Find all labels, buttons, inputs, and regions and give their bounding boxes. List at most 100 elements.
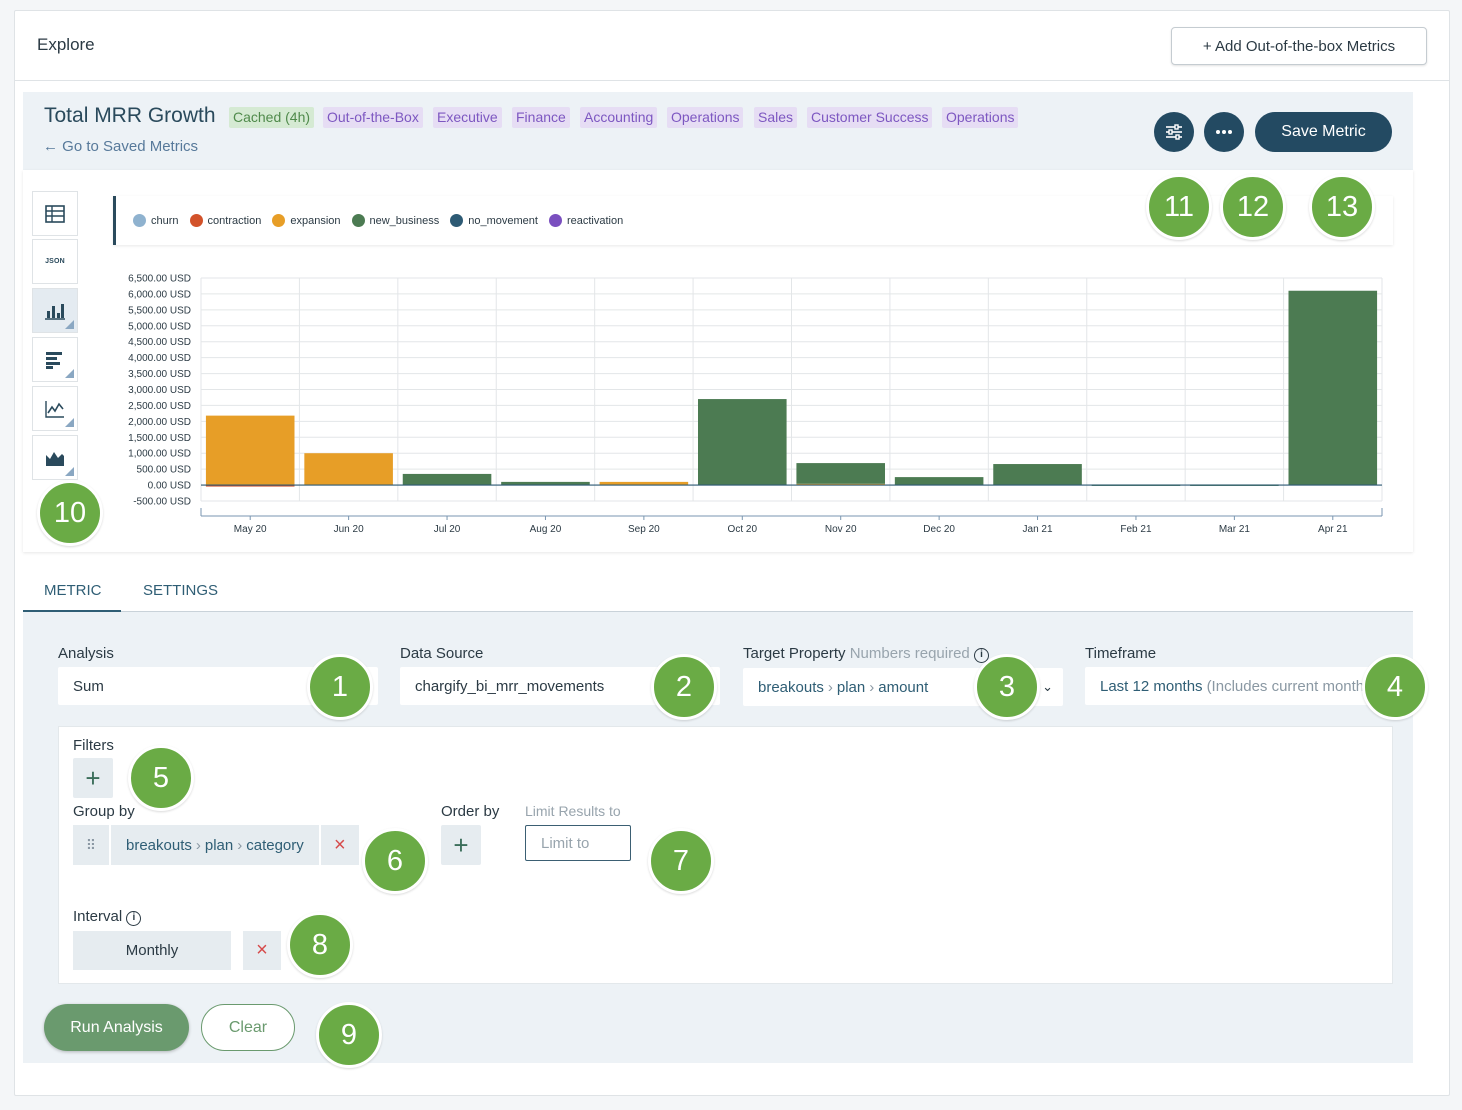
remove-group-by-button[interactable]: × xyxy=(320,825,359,865)
bar-new_business xyxy=(1288,290,1378,486)
target-path-1: plan xyxy=(836,678,866,696)
group-path-2: category xyxy=(246,836,304,854)
x-tick-label: May 20 xyxy=(234,524,267,535)
legend-swatch xyxy=(450,214,464,227)
annotation-badge-8: 8 xyxy=(287,912,353,978)
chevron-right-icon: › xyxy=(869,678,875,696)
bar-expansion xyxy=(599,481,689,486)
bar-expansion xyxy=(796,483,885,486)
annotation-badge-6: 6 xyxy=(362,828,428,894)
go-to-saved-metrics-link[interactable]: ← Go to Saved Metrics xyxy=(43,138,199,155)
group-by-field[interactable]: breakouts › plan › category xyxy=(111,825,319,865)
legend-label: expansion xyxy=(290,214,341,227)
horizontal-bar-icon xyxy=(46,351,62,369)
bar-new_business xyxy=(501,481,590,486)
metric-tabs: METRIC SETTINGS xyxy=(23,574,1413,613)
line-chart-icon xyxy=(45,400,64,418)
metric-settings-button[interactable] xyxy=(1154,112,1194,152)
y-tick-label: 6,500.00 USD xyxy=(128,274,191,285)
analysis-value: Sum xyxy=(73,677,104,695)
x-tick-label: Feb 21 xyxy=(1120,524,1152,535)
tag-accounting[interactable]: Accounting xyxy=(580,107,658,128)
legend-item-contraction[interactable]: contraction xyxy=(189,214,261,227)
interval-label: Interval i xyxy=(73,908,142,926)
bar-chart-view-button[interactable] xyxy=(32,288,78,333)
group-by-label: Group by xyxy=(73,803,135,820)
tab-settings[interactable]: SETTINGS xyxy=(143,582,219,599)
add-filter-button[interactable]: + xyxy=(73,758,113,798)
line-chart-view-button[interactable] xyxy=(32,386,78,431)
legend-label: new_business xyxy=(369,214,440,227)
x-tick-label: Oct 20 xyxy=(728,524,758,535)
metric-form-panel: Analysis Sum Data Source chargify_bi_mrr… xyxy=(23,612,1413,1063)
tag-finance[interactable]: Finance xyxy=(512,107,570,128)
target-property-label-text: Target Property xyxy=(743,645,846,662)
annotation-badge-1: 1 xyxy=(307,654,373,720)
bar-new_business xyxy=(796,463,885,484)
tag-sales[interactable]: Sales xyxy=(754,107,798,128)
json-view-button[interactable]: JSON xyxy=(32,239,78,284)
tag-operations[interactable]: Operations xyxy=(667,107,744,128)
numbers-required-hint: Numbers required xyxy=(849,645,970,662)
y-tick-label: 3,500.00 USD xyxy=(128,369,191,380)
drag-handle-icon[interactable]: ⠿ xyxy=(73,825,109,865)
x-tick-label: Jun 20 xyxy=(334,524,364,535)
active-tab-underline xyxy=(23,610,121,613)
annotation-badge-3: 3 xyxy=(974,654,1040,720)
more-actions-button[interactable] xyxy=(1204,112,1244,152)
legend-item-new_business[interactable]: new_business xyxy=(351,214,440,227)
y-tick-label: 4,000.00 USD xyxy=(128,353,191,364)
table-icon xyxy=(45,204,65,223)
order-by-label: Order by xyxy=(441,803,500,820)
legend-item-no_movement[interactable]: no_movement xyxy=(450,214,538,227)
limit-input[interactable] xyxy=(525,825,631,861)
metric-header: Total MRR Growth Cached (4h) Out-of-the-… xyxy=(23,92,1413,170)
x-tick-label: Jul 20 xyxy=(434,524,461,535)
chart-legend: churn contraction expansion new_business no_… xyxy=(113,196,1393,245)
json-icon: JSON xyxy=(45,258,65,265)
sliders-icon xyxy=(1166,124,1182,140)
interval-select[interactable]: Monthly xyxy=(73,931,231,970)
tab-metric[interactable]: METRIC xyxy=(44,582,102,599)
area-chart-view-button[interactable] xyxy=(32,435,78,480)
y-tick-label: 500.00 USD xyxy=(137,465,191,476)
clear-button[interactable]: Clear xyxy=(201,1004,295,1051)
group-path-0: breakouts xyxy=(126,836,192,854)
bar-expansion xyxy=(304,453,393,486)
add-out-of-the-box-metrics-button[interactable]: + Add Out-of-the-box Metrics xyxy=(1171,27,1427,65)
data-source-value: chargify_bi_mrr_movements xyxy=(415,677,605,695)
table-view-button[interactable] xyxy=(32,191,78,236)
bar-expansion xyxy=(205,415,295,486)
remove-interval-button[interactable]: × xyxy=(243,931,281,970)
timeframe-select[interactable]: Last 12 months (Includes current month) xyxy=(1085,667,1385,705)
x-tick-label: Apr 21 xyxy=(1318,524,1348,535)
data-source-label: Data Source xyxy=(400,645,484,662)
chevron-right-icon: › xyxy=(195,836,201,854)
tag-executive[interactable]: Executive xyxy=(433,107,502,128)
legend-swatch xyxy=(189,214,203,227)
ellipsis-icon xyxy=(1216,130,1232,134)
tag-customer-success[interactable]: Customer Success xyxy=(807,107,933,128)
x-tick-label: Nov 20 xyxy=(825,524,857,535)
save-metric-button[interactable]: Save Metric xyxy=(1255,112,1392,152)
annotation-badge-5: 5 xyxy=(128,745,194,811)
info-icon[interactable]: i xyxy=(126,911,142,926)
legend-item-churn[interactable]: churn xyxy=(133,214,179,227)
x-tick-label: Jan 21 xyxy=(1023,524,1053,535)
legend-item-expansion[interactable]: expansion xyxy=(272,214,341,227)
annotation-badge-10: 10 xyxy=(37,480,103,546)
legend-swatch xyxy=(272,214,286,227)
tag-out-of-the-box[interactable]: Out-of-the-Box xyxy=(323,107,423,128)
bar-new_business xyxy=(1091,484,1181,486)
run-analysis-button[interactable]: Run Analysis xyxy=(44,1004,189,1051)
limit-results-label: Limit Results to xyxy=(525,803,621,819)
legend-swatch xyxy=(548,214,562,227)
tag-operations-2[interactable]: Operations xyxy=(942,107,1019,128)
area-chart-icon xyxy=(46,451,64,466)
timeframe-value: Last 12 months xyxy=(1100,677,1203,695)
legend-item-reactivation[interactable]: reactivation xyxy=(548,214,623,227)
info-icon[interactable]: i xyxy=(973,648,989,663)
horizontal-bar-view-button[interactable] xyxy=(32,337,78,382)
page-title: Explore xyxy=(37,35,95,54)
add-order-by-button[interactable]: + xyxy=(441,825,481,865)
